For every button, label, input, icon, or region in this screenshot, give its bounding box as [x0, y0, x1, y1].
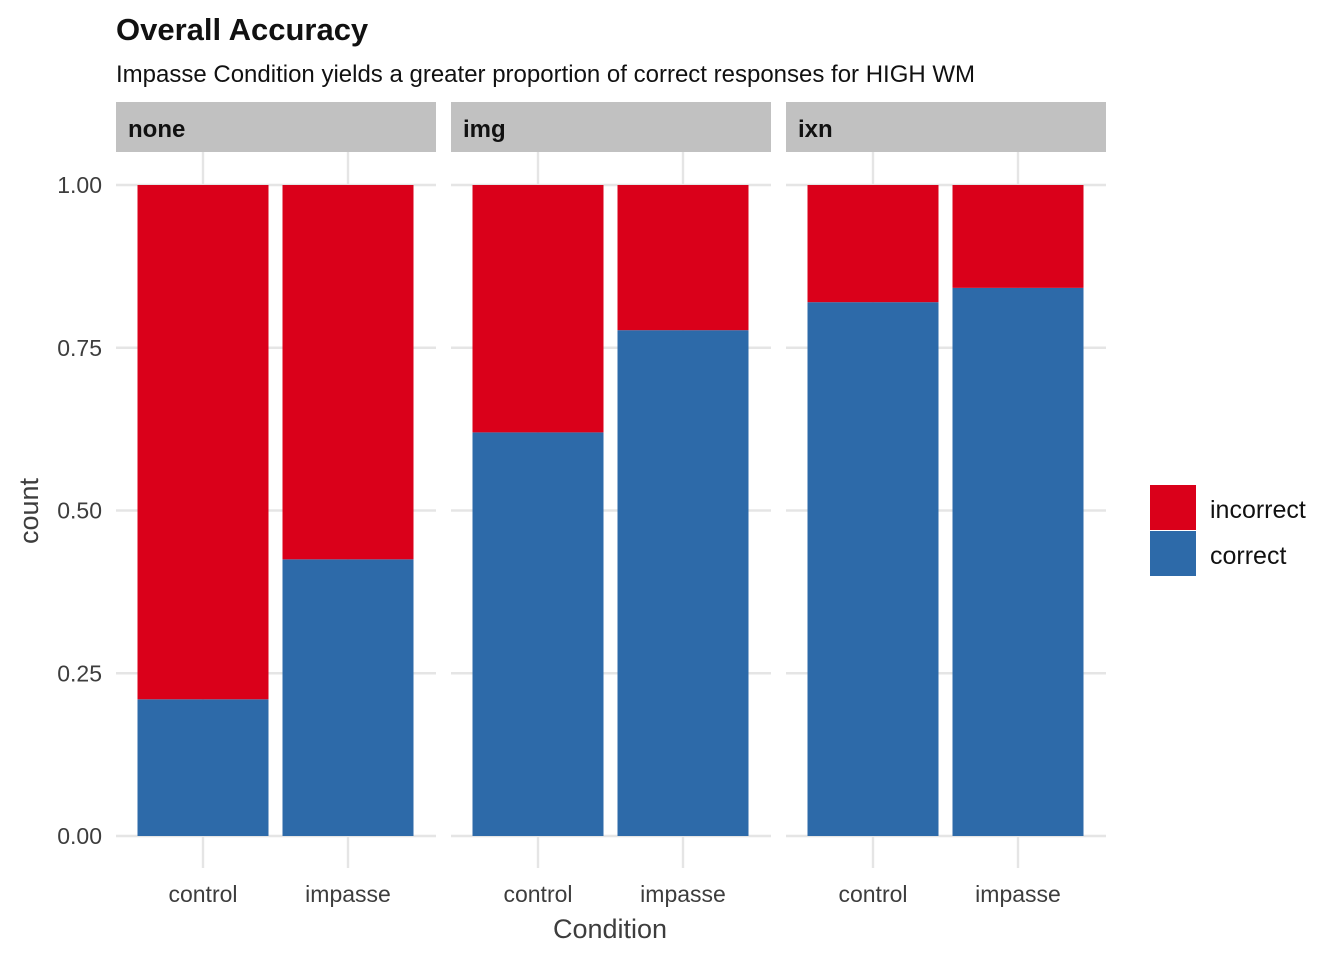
- facet-strip: [451, 102, 771, 152]
- chart-title: Overall Accuracy: [116, 12, 369, 47]
- x-tick-label: control: [503, 881, 572, 907]
- y-tick-label: 0.75: [57, 335, 102, 361]
- bar-correct-none-control: [137, 699, 269, 836]
- legend-key-correct: [1150, 531, 1196, 576]
- bar-correct-img-impasse: [617, 330, 749, 836]
- x-tick-label: control: [168, 881, 237, 907]
- y-tick-label: 0.00: [57, 823, 102, 849]
- legend-label-incorrect: incorrect: [1210, 496, 1306, 524]
- y-tick-label: 0.25: [57, 660, 102, 686]
- y-tick-label: 1.00: [57, 172, 102, 198]
- bar-correct-none-impasse: [282, 559, 414, 836]
- bar-correct-ixn-control: [807, 302, 939, 836]
- x-tick-label: control: [838, 881, 907, 907]
- y-axis-title: count: [14, 477, 44, 544]
- legend-label-correct: correct: [1210, 542, 1286, 570]
- facet-strip-label: img: [463, 116, 506, 143]
- bar-incorrect-ixn-control: [807, 185, 939, 303]
- x-tick-label: impasse: [305, 881, 391, 907]
- bar-incorrect-none-impasse: [282, 185, 414, 560]
- x-tick-label: impasse: [640, 881, 726, 907]
- facet-panel-ixn: ixn control impasse: [786, 102, 1106, 907]
- y-tick-label: 0.50: [57, 498, 102, 524]
- bar-incorrect-ixn-impasse: [952, 185, 1084, 288]
- facet-strip: [786, 102, 1106, 152]
- bar-incorrect-img-control: [472, 185, 604, 433]
- bar-correct-img-control: [472, 432, 604, 836]
- x-tick-label: impasse: [975, 881, 1061, 907]
- facet-strip: [116, 102, 436, 152]
- legend-key-incorrect: [1150, 485, 1196, 530]
- legend: incorrect correct: [1150, 485, 1306, 576]
- chart-subtitle: Impasse Condition yields a greater propo…: [116, 61, 975, 88]
- bar-correct-ixn-impasse: [952, 287, 1084, 836]
- facet-panel-none: none control impasse: [116, 102, 436, 907]
- x-axis-title: Condition: [553, 914, 667, 944]
- bar-incorrect-img-impasse: [617, 185, 749, 331]
- facet-panel-img: img control impasse: [451, 102, 771, 907]
- facet-strip-label: none: [128, 116, 185, 143]
- facet-strip-label: ixn: [798, 116, 833, 143]
- bar-incorrect-none-control: [137, 185, 269, 700]
